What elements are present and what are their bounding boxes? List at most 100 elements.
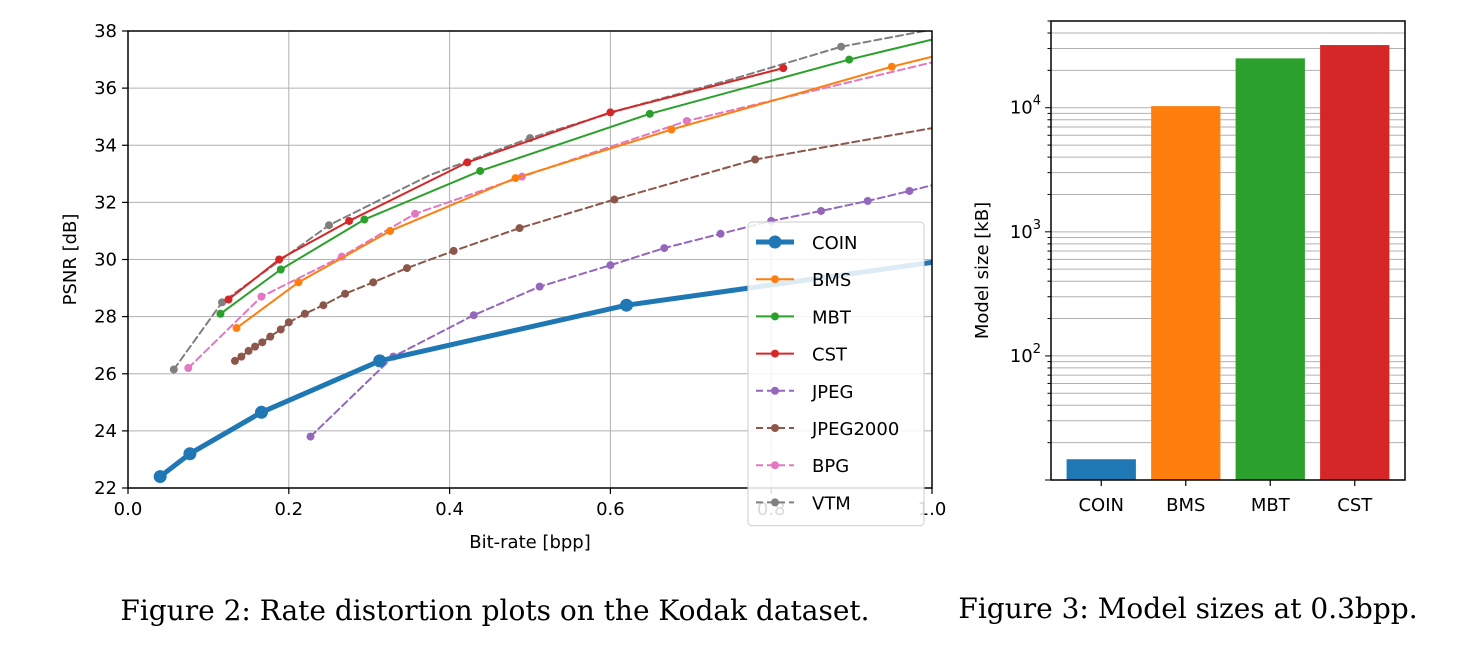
vtm-point [837,42,846,51]
jpeg2000-point [284,318,293,327]
rd-x-tick-label: 0.2 [274,499,303,520]
coin-point [619,298,633,312]
series-jpeg [306,184,932,441]
jpeg-line [309,184,932,438]
cst-point [345,216,354,225]
jpeg2000-point [449,246,458,255]
size-y-axis-label: Model size [kB] [972,202,993,339]
legend-item-jpeg2000: JPEG2000 [756,419,899,440]
jpeg2000-point [237,352,246,361]
bms-point [232,324,241,333]
jpeg2000-point [251,342,260,351]
cst-point [224,295,233,304]
size-y-tick-label: 104 [1010,94,1041,119]
rd-x-tick-label: 1.0 [918,499,947,520]
bms-point [887,62,896,71]
rd-y-tick-label: 34 [94,135,117,156]
legend-marker [771,275,779,284]
rd-y-axis-label: PSNR [dB] [60,214,81,306]
size-y-tick-label: 102 [1010,342,1041,367]
jpeg-point [905,186,914,195]
jpeg2000-point [341,289,350,298]
jpeg-point [469,311,478,320]
size-x-tick-label: MBT [1251,495,1291,516]
figure-3-caption: Figure 3: Model sizes at 0.3bpp. [958,592,1417,625]
rd-x-tick-label: 0.6 [596,499,625,520]
figure-2-caption: Figure 2: Rate distortion plots on the K… [120,594,869,627]
mbt-point [476,166,485,175]
cst-point [606,108,615,117]
jpeg2000-point [751,155,760,164]
legend-marker [771,424,779,432]
legend-label: COIN [812,233,858,254]
jpeg2000-point [300,309,309,318]
coin-point [153,470,167,484]
jpeg-point [716,229,725,238]
legend-label: VTM [812,493,851,514]
rd-y-tick-label: 26 [94,364,117,385]
tick-exponent: 4 [1033,94,1041,109]
legend-label: BMS [812,270,851,291]
legend-box [747,221,925,527]
legend-label: MBT [812,307,852,328]
cst-line [227,67,785,301]
bar-coin [1066,459,1136,480]
jpeg2000-point [276,325,285,334]
series-cst [224,64,788,304]
tick-exponent: 3 [1033,218,1041,233]
bms-point [511,174,520,183]
vtm-point [325,221,333,230]
jpeg2000-point [515,224,524,233]
jpeg2000-point [258,338,267,347]
coin-point [373,354,387,368]
cst-point [779,64,788,73]
rd-y-tick-label: 30 [94,250,117,271]
size-x-tick-label: CST [1337,495,1373,516]
bar-mbt [1235,58,1305,480]
legend-item-bpg: BPG [756,456,849,477]
jpeg2000-point [402,264,411,273]
cst-point [463,158,472,167]
bar-cst [1320,45,1390,481]
rd-x-tick-label: 0.0 [114,499,143,520]
jpeg2000-point [266,332,275,341]
size-y-tick-label: 103 [1010,218,1041,243]
rd-legend: COIN BMS MBT CST JPEG JPEG2000 BPG VTM [747,221,925,527]
bpg-point [682,116,691,125]
series-bpg [184,61,932,373]
mbt-point [845,55,854,64]
jpeg2000-point [230,356,239,365]
rd-x-axis-label: Bit-rate [bpp] [469,532,591,553]
bms-point [667,125,676,134]
mbt-point [360,215,369,224]
rd-y-tick-label: 36 [94,78,117,99]
legend-marker [771,349,779,358]
bms-point [386,226,395,235]
legend-marker [771,386,779,395]
size-x-tick-label: BMS [1166,495,1205,516]
rd-y-tick-label: 38 [94,21,117,42]
jpeg-point [535,282,544,291]
rd-y-tick-label: 32 [94,192,117,213]
legend-label: JPEG [811,382,853,403]
jpeg-point [660,244,669,253]
rd-x-tick-label: 0.4 [435,499,464,520]
bpg-point [257,292,266,301]
legend-marker [771,498,779,507]
mbt-point [216,309,225,318]
series-coin [153,259,932,484]
legend-item-mbt: MBT [756,307,852,328]
size-bars [1066,45,1390,481]
rd-y-tick-label: 24 [94,421,117,442]
tick-base: 10 [1010,346,1033,367]
coin-point [254,405,268,419]
series-mbt [216,38,932,318]
mbt-point [645,109,654,118]
legend-marker [771,461,779,470]
rd-series-lines [153,31,932,484]
legend-item-bms: BMS [756,270,851,291]
jpeg2000-point [610,195,619,204]
tick-base: 10 [1010,222,1033,243]
